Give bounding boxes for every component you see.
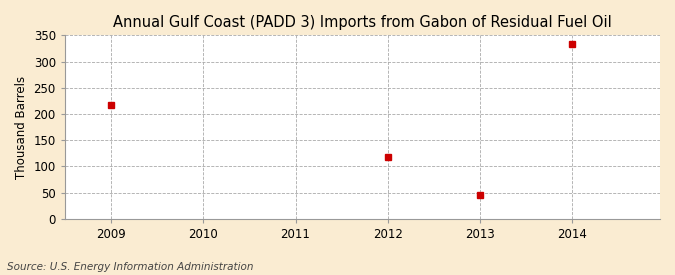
Y-axis label: Thousand Barrels: Thousand Barrels [15,75,28,178]
Title: Annual Gulf Coast (PADD 3) Imports from Gabon of Residual Fuel Oil: Annual Gulf Coast (PADD 3) Imports from … [113,15,612,30]
Text: Source: U.S. Energy Information Administration: Source: U.S. Energy Information Administ… [7,262,253,272]
